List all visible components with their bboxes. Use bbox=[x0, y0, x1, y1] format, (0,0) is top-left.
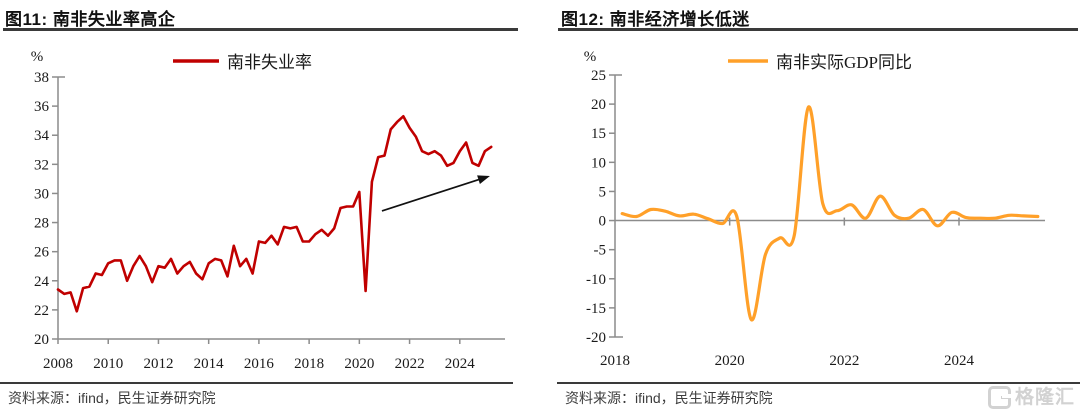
gelonghui-logo: 格隆汇 bbox=[987, 386, 1075, 409]
svg-text:2024: 2024 bbox=[445, 356, 476, 372]
svg-text:%: % bbox=[584, 49, 597, 65]
figure-12-source-note: 资料来源：ifind，民生证券研究院 bbox=[565, 390, 773, 406]
svg-text:38: 38 bbox=[34, 70, 49, 86]
svg-text:25: 25 bbox=[591, 68, 606, 84]
gelonghui-icon bbox=[987, 386, 1011, 409]
svg-text:20: 20 bbox=[591, 97, 606, 113]
figure-11-panel: 图11: 南非失业率高企 38 36 34 32 30 28 26 24 22 20 2008 201… bbox=[0, 10, 518, 406]
figure-11-source-note: 资料来源：ifind，民生证券研究院 bbox=[8, 390, 216, 406]
svg-text:-5: -5 bbox=[594, 243, 607, 259]
svg-text:28: 28 bbox=[34, 216, 49, 232]
figure-12-title: 图12: 南非经济增长低迷 bbox=[561, 10, 750, 29]
svg-text:0: 0 bbox=[599, 214, 607, 230]
svg-text:-15: -15 bbox=[586, 301, 606, 317]
figure-12-panel: 图12: 南非经济增长低迷 25 20 15 10 5 0 -5 -10 -15 -20 2018 2… bbox=[540, 0, 1080, 413]
svg-text:2022: 2022 bbox=[395, 356, 425, 372]
svg-text:30: 30 bbox=[34, 186, 49, 202]
svg-text:22: 22 bbox=[34, 303, 49, 319]
svg-text:2018: 2018 bbox=[600, 353, 630, 369]
svg-text:2024: 2024 bbox=[944, 353, 975, 369]
svg-text:2018: 2018 bbox=[294, 356, 324, 372]
svg-text:36: 36 bbox=[34, 99, 50, 115]
svg-text:10: 10 bbox=[591, 155, 606, 171]
svg-text:南非实际GDP同比: 南非实际GDP同比 bbox=[776, 53, 912, 72]
figure-12-title-rule bbox=[558, 28, 1078, 31]
svg-text:2016: 2016 bbox=[244, 356, 275, 372]
svg-text:34: 34 bbox=[34, 128, 50, 144]
svg-text:20: 20 bbox=[34, 332, 49, 348]
svg-text:2014: 2014 bbox=[194, 356, 225, 372]
svg-text:32: 32 bbox=[34, 157, 49, 173]
svg-text:24: 24 bbox=[34, 274, 50, 290]
gdp-line-chart: 25 20 15 10 5 0 -5 -10 -15 -20 2018 2020 2022 2024% 南非… bbox=[584, 49, 1045, 369]
svg-text:南非失业率: 南非失业率 bbox=[227, 53, 312, 72]
figure-12-bottom-rule bbox=[557, 382, 1080, 384]
unemployment-line-chart: 38 36 34 32 30 28 26 24 22 20 2008 2010 2012 2014 2016… bbox=[31, 49, 505, 372]
svg-text:5: 5 bbox=[599, 184, 607, 200]
svg-text:15: 15 bbox=[591, 126, 606, 142]
figure-11-bottom-rule bbox=[0, 382, 513, 384]
svg-text:2020: 2020 bbox=[344, 356, 374, 372]
svg-text:2020: 2020 bbox=[715, 353, 745, 369]
svg-text:2022: 2022 bbox=[829, 353, 859, 369]
svg-text:-10: -10 bbox=[586, 272, 606, 288]
figure-11-title-rule bbox=[3, 28, 518, 31]
figure-11-title: 图11: 南非失业率高企 bbox=[5, 10, 176, 29]
gelonghui-logo-text: 格隆汇 bbox=[1014, 387, 1075, 408]
svg-text:2008: 2008 bbox=[43, 356, 73, 372]
svg-text:26: 26 bbox=[34, 245, 50, 261]
svg-text:-20: -20 bbox=[586, 330, 606, 346]
svg-text:2010: 2010 bbox=[93, 356, 123, 372]
svg-text:2012: 2012 bbox=[143, 356, 173, 372]
svg-text:%: % bbox=[31, 49, 44, 65]
